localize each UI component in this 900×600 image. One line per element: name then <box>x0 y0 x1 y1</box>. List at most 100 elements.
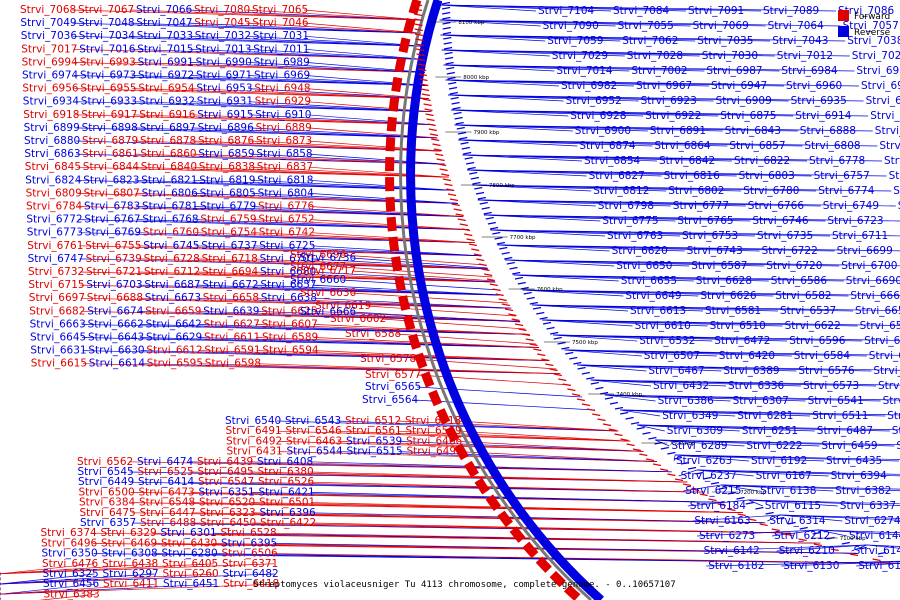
label-connector <box>441 49 550 57</box>
gene-label: Strvi_7046 <box>252 17 309 29</box>
gene-label: Strvi_6499 <box>883 395 900 407</box>
gene-label: Strvi_6728 <box>144 253 200 265</box>
gene-label: Strvi_6876 <box>198 135 255 147</box>
forward-gene-mark <box>830 548 839 552</box>
gene-label: Strvi_6548 <box>139 497 195 509</box>
reverse-gene-mark <box>444 56 454 60</box>
label-connector <box>135 193 458 204</box>
reverse-gene-mark <box>453 111 462 115</box>
gene-label: Strvi_6821 <box>141 174 197 186</box>
label-connector <box>505 259 900 267</box>
reverse-gene-mark <box>625 416 634 420</box>
label-connector <box>311 271 496 283</box>
kbp-tick-label: 7700 kbp <box>510 235 536 241</box>
gene-label: Strvi_6493 <box>407 446 463 458</box>
gene-label: Strvi_6511 <box>812 410 868 422</box>
reverse-gene-mark <box>858 546 867 550</box>
label-connector <box>413 399 596 411</box>
forward-gene-mark <box>498 298 507 302</box>
gene-label: Strvi_6602 <box>330 313 386 325</box>
gene-label: Strvi_6625 <box>261 305 317 317</box>
legend: Forward Reverse <box>838 10 891 38</box>
gene-label: Strvi_6763 <box>607 230 663 242</box>
reverse-gene-mark <box>620 411 629 415</box>
gene-label: Strvi_6973 <box>80 70 136 82</box>
gene-label: Strvi_6696 <box>290 249 347 261</box>
label-connector <box>817 529 848 537</box>
reverse-gene-mark <box>455 121 464 125</box>
gene-label: Strvi_6804 <box>258 187 315 199</box>
reverse-gene-mark <box>557 341 566 345</box>
label-connector <box>856 562 900 567</box>
gene-label: Strvi_6841 <box>884 155 900 167</box>
reverse-gene-mark <box>494 236 503 240</box>
label-connector <box>189 62 425 73</box>
reverse-gene-mark <box>539 316 548 320</box>
gene-label: Strvi_6757 <box>814 170 870 182</box>
gene-label: Strvi_6438 <box>102 558 158 570</box>
gene-label: Strvi_6760 <box>143 227 199 239</box>
label-connector <box>305 62 425 73</box>
gene-label: Strvi_6630 <box>88 345 144 357</box>
gene-label: Strvi_6840 <box>141 161 197 173</box>
gene-label: Strvi_6650 <box>616 260 672 272</box>
label-connector <box>253 258 488 270</box>
gene-label: Strvi_6583 <box>864 335 900 347</box>
forward-gene-mark <box>592 413 601 417</box>
gene-label: Strvi_6610 <box>635 320 691 332</box>
gene-label: Strvi_6766 <box>748 200 805 212</box>
gene-label: Strvi_6773 <box>27 227 83 239</box>
gene-label: Strvi_6519 <box>406 425 462 437</box>
label-connector <box>771 529 818 537</box>
label-connector <box>0 573 215 585</box>
label-connector <box>454 124 573 132</box>
label-connector <box>817 529 900 534</box>
gene-label: Strvi_6967 <box>636 80 692 92</box>
label-connector <box>721 484 900 490</box>
label-connector <box>194 232 475 244</box>
reverse-gene-mark <box>549 331 559 335</box>
gene-label: Strvi_6336 <box>728 380 785 392</box>
gene-label: Strvi_6467 <box>648 365 704 377</box>
gene-label: Strvi_6163 <box>694 515 750 527</box>
label-connector <box>445 79 560 87</box>
gene-label: Strvi_6783 <box>84 201 140 213</box>
gene-label: Strvi_6843 <box>725 125 781 137</box>
label-connector <box>310 502 743 513</box>
label-connector <box>604 394 731 402</box>
gene-label: Strvi_6873 <box>256 135 312 147</box>
forward-gene-mark <box>433 148 442 152</box>
label-connector <box>655 439 900 446</box>
label-connector <box>448 94 564 102</box>
gene-label: Strvi_6130 <box>783 560 839 572</box>
gene-label: Strvi_6520 <box>199 497 255 509</box>
reverse-gene-mark <box>841 541 850 545</box>
gene-label: Strvi_6382 <box>835 485 891 497</box>
gene-label: Strvi_6115 <box>765 500 821 512</box>
gene-label: Strvi_6888 <box>800 125 856 137</box>
gene-label: Strvi_6827 <box>589 170 645 182</box>
forward-gene-mark <box>737 513 746 517</box>
gene-label: Strvi_6703 <box>86 279 142 291</box>
gene-label: Strvi_6784 <box>26 201 83 213</box>
label-connector <box>620 409 661 417</box>
label-connector <box>366 305 517 317</box>
gene-label: Strvi_6672 <box>202 279 258 291</box>
label-connector <box>251 179 454 191</box>
label-connector <box>250 166 449 178</box>
gene-label: Strvi_6510 <box>710 320 766 332</box>
gene-label: Strvi_7069 <box>693 20 749 32</box>
kbp-tick-label: 7300 kbp <box>669 441 695 447</box>
label-connector <box>472 184 892 192</box>
gene-label: Strvi_6653 <box>855 305 900 317</box>
label-connector <box>701 544 867 552</box>
gene-label: Strvi_6537 <box>780 305 836 317</box>
label-connector <box>188 35 422 47</box>
forward-gene-mark <box>748 518 757 522</box>
gene-label: Strvi_6712 <box>144 266 200 278</box>
label-connector <box>637 424 900 431</box>
gene-label: Strvi_6371 <box>222 558 278 570</box>
label-connector <box>457 441 644 452</box>
reverse-gene-mark <box>673 456 683 460</box>
label-connector <box>129 9 421 21</box>
